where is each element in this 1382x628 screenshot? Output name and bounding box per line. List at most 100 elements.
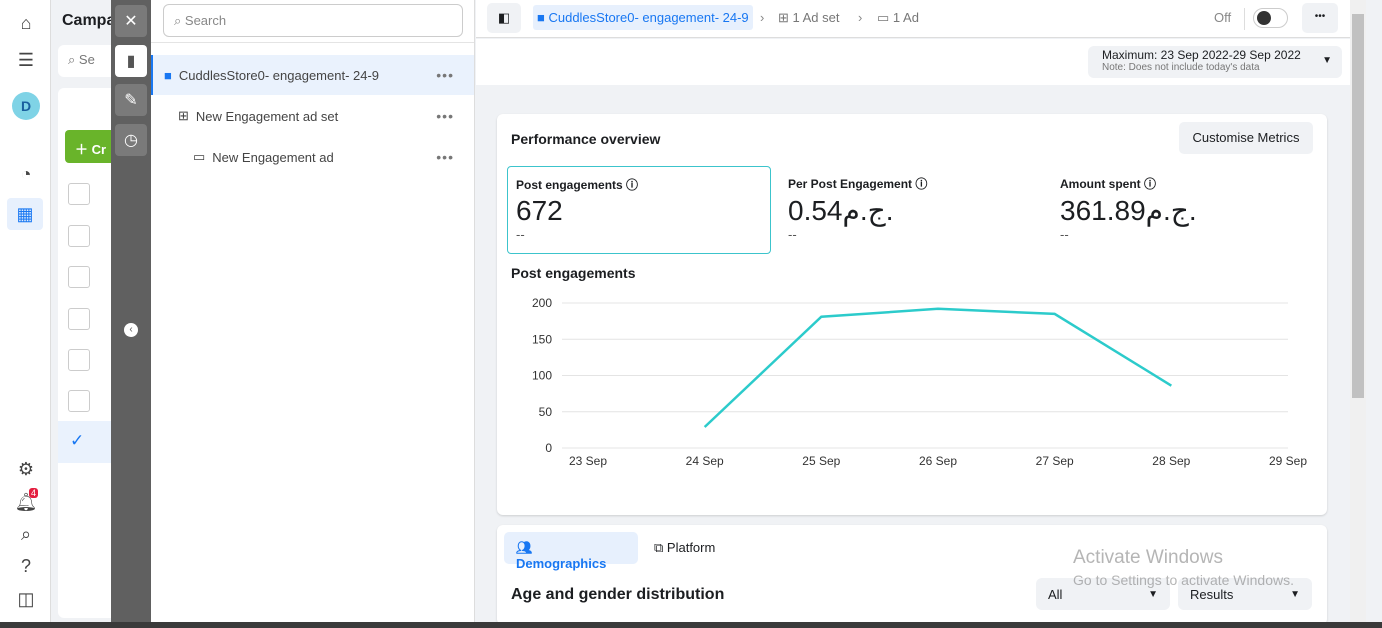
campaigns-table: ＋ Cr ✓: [58, 88, 125, 618]
caret-down-icon: ▼: [1322, 55, 1332, 66]
item-label: CuddlesStore0- engagement- 24-9: [178, 67, 380, 83]
x-tick-label: 28 Sep: [1152, 454, 1190, 468]
main-panel: ◧ ■ CuddlesStore0- engagement- 24-9 › ⊞ …: [476, 0, 1350, 625]
performance-overview-card: Performance overview Customise Metrics P…: [497, 114, 1327, 515]
metric-select[interactable]: Results ▼: [1178, 578, 1312, 610]
metric-post-engagements[interactable]: Post engagements ⓘ 672 --: [507, 166, 771, 254]
date-range-select[interactable]: Maximum: 23 Sep 2022-29 Sep 2022 Note: D…: [1088, 46, 1342, 78]
notification-badge: 4: [28, 488, 38, 498]
filter-select[interactable]: All ▼: [1036, 578, 1170, 610]
breakdown-card: 👥︎ Demographics ⧉ Platform Age and gende…: [497, 525, 1327, 625]
campaigns-search[interactable]: ⌕ Se: [58, 45, 118, 77]
activate-windows-watermark: Activate Windows: [1073, 547, 1223, 568]
search-placeholder: Search: [184, 13, 227, 28]
checkmark-icon: ✓: [70, 431, 85, 450]
x-tick-label: 23 Sep: [569, 454, 607, 468]
taskbar: [0, 622, 1382, 628]
x-tick-label: 25 Sep: [802, 454, 840, 468]
scrollbar[interactable]: [1350, 0, 1366, 622]
menu-icon[interactable]: ☰: [17, 49, 35, 70]
tree-item-campaign[interactable]: ■ CuddlesStore0- engagement- 24-9 •••: [151, 55, 474, 95]
series-line: [703, 307, 1172, 428]
report-icon[interactable]: ◫: [17, 588, 35, 609]
x-tick-label: 29 Sep: [1269, 454, 1307, 468]
help-icon[interactable]: ?: [20, 555, 31, 576]
selected-row[interactable]: ✓: [58, 421, 118, 463]
breadcrumb-adset[interactable]: ⊞ 1 Ad set: [778, 10, 840, 25]
more-icon[interactable]: •••: [436, 108, 454, 124]
date-range: Maximum: 23 Sep 2022-29 Sep 2022: [1102, 48, 1301, 62]
row-checkbox[interactable]: [68, 225, 90, 247]
row-checkbox[interactable]: [68, 266, 90, 288]
y-tick-label: 100: [532, 369, 552, 383]
more-icon[interactable]: •••: [436, 67, 454, 83]
adset-icon: ⊞: [178, 108, 189, 123]
card-title: Performance overview: [511, 131, 661, 147]
caret-down-icon: ▼: [1148, 588, 1158, 600]
platform-icon: ⧉: [654, 540, 664, 555]
avatar[interactable]: D: [12, 92, 40, 120]
tab-platform[interactable]: ⧉ Platform: [654, 540, 716, 555]
more-options-button[interactable]: •••: [1302, 3, 1338, 33]
row-checkbox[interactable]: [68, 349, 90, 371]
y-tick-label: 0: [545, 441, 552, 455]
activate-windows-hint: Go to Settings to activate Windows.: [1073, 572, 1294, 588]
global-nav: ⌂ ☰ D ◔ ▦ ⚙ 🔔︎ 4 ⌕ ? ◫: [0, 0, 51, 628]
status-label: Off: [1214, 10, 1232, 25]
tree-item-adset[interactable]: ⊞ New Engagement ad set •••: [151, 96, 474, 136]
tree-item-ad[interactable]: ▭ New Engagement ad •••: [151, 137, 474, 177]
info-icon: ⓘ: [915, 177, 928, 191]
people-icon: 👥︎: [516, 540, 533, 555]
breadcrumb-campaign[interactable]: ■ CuddlesStore0- engagement- 24-9: [533, 5, 753, 30]
select-all-checkbox[interactable]: [68, 183, 90, 205]
date-note: Note: Does not include today's data: [1102, 62, 1260, 73]
breadcrumb-ad[interactable]: ▭ 1 Ad: [877, 10, 919, 25]
y-tick-label: 150: [532, 332, 552, 346]
ad-icon: ▭: [193, 149, 206, 164]
toggle-panel-icon[interactable]: ◧: [487, 3, 521, 33]
post-engagements-chart: 0 50 100 150 200 23 Sep 24 Sep 25 Sep 26 Sep 27 S…: [532, 296, 1307, 468]
ads-manager-table-icon[interactable]: ▦: [7, 198, 43, 230]
search-placeholder: Se: [78, 52, 95, 67]
settings-icon[interactable]: ⚙: [17, 458, 35, 479]
y-tick-label: 50: [539, 405, 553, 419]
home-icon[interactable]: ⌂: [20, 12, 32, 33]
chart-title: Post engagements: [511, 265, 636, 281]
notifications-icon[interactable]: 🔔︎ 4: [14, 488, 38, 512]
section-title: Age and gender distribution: [511, 586, 725, 603]
x-tick-label: 27 Sep: [1036, 454, 1074, 468]
row-checkbox[interactable]: [68, 390, 90, 412]
row-checkbox[interactable]: [68, 308, 90, 330]
campaigns-panel: Campa ⌕ Se ＋ Cr ✓: [51, 0, 125, 628]
side-toolbar: ✕ ▮ ✎ ◷ ‹: [111, 0, 151, 622]
tree-search-input[interactable]: ⌕ Search: [163, 4, 463, 37]
x-tick-label: 26 Sep: [919, 454, 957, 468]
y-tick-label: 200: [532, 296, 552, 310]
customise-metrics-button[interactable]: Customise Metrics: [1179, 122, 1313, 154]
x-tick-label: 24 Sep: [686, 454, 724, 468]
more-icon[interactable]: •••: [436, 149, 454, 165]
metric-amount-spent[interactable]: Amount spent ⓘ 361.89ج.م. --: [1060, 177, 1197, 242]
campaign-tree: ⌕ Search ■ CuddlesStore0- engagement- 24-…: [151, 0, 475, 622]
history-icon[interactable]: ◷: [115, 124, 147, 156]
info-icon: ⓘ: [1144, 177, 1157, 191]
tab-demographics[interactable]: 👥︎ Demographics: [504, 532, 638, 571]
search-icon[interactable]: ⌕: [20, 523, 32, 544]
dashboard-icon[interactable]: ◔: [20, 163, 32, 184]
campaigns-title: Campa: [62, 12, 116, 29]
folder-icon: ■: [164, 67, 172, 83]
chart-icon[interactable]: ▮: [115, 45, 147, 77]
collapse-icon[interactable]: ‹: [124, 323, 138, 337]
item-label: New Engagement ad set: [195, 108, 339, 124]
scrollbar-thumb[interactable]: [1352, 14, 1364, 398]
chevron-right-icon: ›: [760, 10, 765, 25]
divider: [151, 42, 474, 43]
status-toggle[interactable]: [1253, 8, 1288, 28]
chevron-right-icon: ›: [858, 10, 863, 25]
divider: [1244, 8, 1245, 30]
metric-per-post-engagement[interactable]: Per Post Engagement ⓘ 0.54ج.م. --: [788, 177, 928, 242]
top-bar: ◧ ■ CuddlesStore0- engagement- 24-9 › ⊞ …: [476, 0, 1350, 38]
edit-icon[interactable]: ✎: [115, 84, 147, 116]
info-icon: ⓘ: [626, 178, 639, 192]
close-icon[interactable]: ✕: [115, 5, 147, 37]
